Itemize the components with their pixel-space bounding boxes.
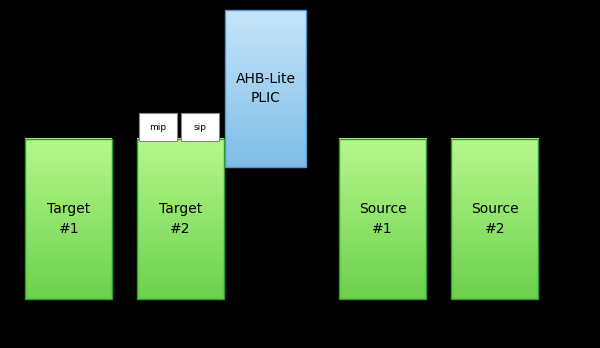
Text: Source
#2: Source #2 bbox=[471, 203, 518, 236]
FancyBboxPatch shape bbox=[139, 113, 177, 141]
Text: sip: sip bbox=[194, 122, 206, 132]
Text: Target
#2: Target #2 bbox=[158, 203, 202, 236]
Text: AHB-Lite
PLIC: AHB-Lite PLIC bbox=[235, 72, 296, 105]
Text: Source
#1: Source #1 bbox=[359, 203, 406, 236]
Text: mip: mip bbox=[149, 122, 167, 132]
FancyBboxPatch shape bbox=[181, 113, 219, 141]
Text: Target
#1: Target #1 bbox=[47, 203, 91, 236]
